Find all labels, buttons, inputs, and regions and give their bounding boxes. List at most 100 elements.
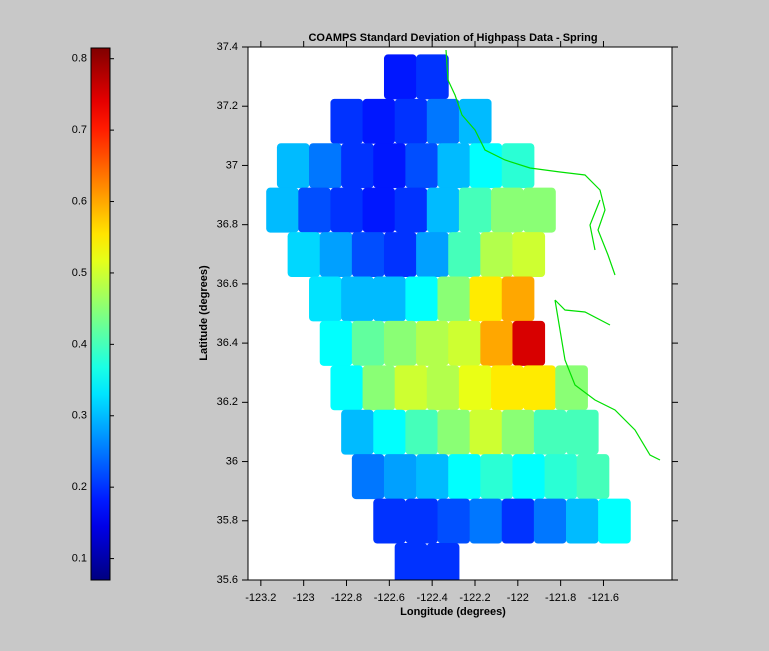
data-point xyxy=(512,232,546,277)
data-point xyxy=(405,498,439,544)
data-point xyxy=(330,187,364,233)
y-tick-label: 36 xyxy=(226,455,238,467)
data-point xyxy=(437,498,471,544)
data-point xyxy=(458,98,492,144)
data-point xyxy=(405,276,439,322)
data-point xyxy=(523,187,556,233)
y-tick-label: 37.2 xyxy=(217,100,238,112)
data-point xyxy=(566,409,599,455)
data-point xyxy=(566,498,599,544)
data-point xyxy=(362,187,396,233)
chart-title: COAMPS Standard Deviation of Highpass Da… xyxy=(308,32,597,44)
colorbar-tick-label: 0.1 xyxy=(72,552,87,564)
x-tick-label: -122.2 xyxy=(459,592,490,604)
y-tick-label: 35.6 xyxy=(217,574,238,586)
data-point xyxy=(394,542,428,580)
data-point xyxy=(469,409,503,455)
data-point xyxy=(330,365,364,411)
data-point xyxy=(469,498,503,544)
y-tick-label: 36.4 xyxy=(217,337,238,349)
data-point xyxy=(341,276,374,322)
colorbar-tick-label: 0.2 xyxy=(72,481,87,493)
data-point xyxy=(351,454,385,500)
data-point xyxy=(448,320,481,366)
x-tick-label: -122.8 xyxy=(331,592,362,604)
data-point xyxy=(309,276,342,322)
data-point xyxy=(319,232,353,277)
data-point xyxy=(351,232,385,277)
data-point xyxy=(458,365,492,411)
data-point xyxy=(458,187,492,233)
data-point xyxy=(480,232,513,277)
data-point xyxy=(469,276,503,322)
data-point xyxy=(383,320,417,366)
data-marks xyxy=(266,54,631,580)
data-point xyxy=(383,232,417,277)
data-point xyxy=(351,320,385,366)
y-axis-label: Latitude (degrees) xyxy=(198,265,210,361)
y-tick-label: 36.6 xyxy=(217,278,238,290)
data-point xyxy=(501,409,535,455)
data-point xyxy=(383,54,417,100)
data-point xyxy=(287,232,321,277)
data-point xyxy=(426,98,460,144)
data-point xyxy=(394,187,428,233)
data-point xyxy=(491,187,524,233)
colorbar-tick-label: 0.8 xyxy=(72,53,87,65)
data-point xyxy=(448,454,481,500)
y-tick-label: 36.2 xyxy=(217,396,238,408)
data-point xyxy=(373,498,406,544)
data-point xyxy=(598,498,631,544)
colorbar xyxy=(90,47,111,581)
data-point xyxy=(405,409,439,455)
x-tick-label: -121.6 xyxy=(588,592,619,604)
data-point xyxy=(341,409,374,455)
data-point xyxy=(512,454,546,500)
colorbar-tick-label: 0.4 xyxy=(72,338,87,350)
colorbar-tick-label: 0.7 xyxy=(72,124,87,136)
x-axis-label: Longitude (degrees) xyxy=(400,606,506,618)
data-point xyxy=(576,454,610,500)
data-point xyxy=(416,54,449,100)
data-point xyxy=(501,498,535,544)
data-point xyxy=(437,276,471,322)
data-point xyxy=(480,320,513,366)
data-point xyxy=(362,365,396,411)
data-point xyxy=(394,365,428,411)
colorbar-tick-label: 0.3 xyxy=(72,410,87,422)
data-point xyxy=(341,143,374,189)
x-tick-label: -122 xyxy=(507,592,529,604)
data-point xyxy=(544,454,578,500)
data-point xyxy=(448,232,481,277)
x-tick-label: -123 xyxy=(293,592,315,604)
y-tick-label: 35.8 xyxy=(217,515,238,527)
data-point xyxy=(533,409,567,455)
x-tick-label: -121.8 xyxy=(545,592,576,604)
data-point xyxy=(373,143,406,189)
data-point xyxy=(266,187,299,233)
data-point xyxy=(501,276,535,322)
x-tick-label: -122.4 xyxy=(417,592,448,604)
data-point xyxy=(437,143,471,189)
x-tick-label: -122.6 xyxy=(374,592,405,604)
x-tick-label: -123.2 xyxy=(245,592,276,604)
data-point xyxy=(298,187,331,233)
data-point xyxy=(491,365,524,411)
data-point xyxy=(383,454,417,500)
data-point xyxy=(405,143,439,189)
y-tick-label: 36.8 xyxy=(217,219,238,231)
data-point xyxy=(437,409,471,455)
data-point xyxy=(426,187,460,233)
coastline xyxy=(445,49,661,461)
data-point xyxy=(426,542,460,580)
data-point xyxy=(533,498,567,544)
colorbar-tick-label: 0.6 xyxy=(72,195,87,207)
y-tick-label: 37.4 xyxy=(217,41,238,53)
colorbar-tick-label: 0.5 xyxy=(72,267,87,279)
data-point xyxy=(416,320,449,366)
data-point xyxy=(276,143,310,189)
data-point xyxy=(523,365,556,411)
data-point xyxy=(309,143,342,189)
